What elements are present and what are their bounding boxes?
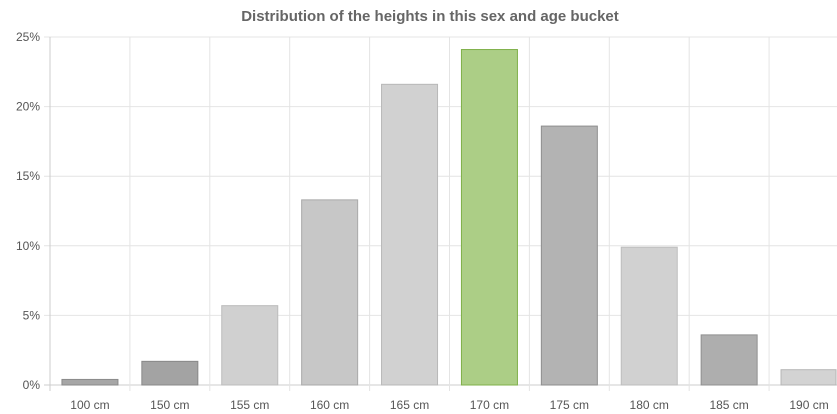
bar-150-cm[interactable] — [141, 360, 199, 386]
x-tick-label: 180 cm — [630, 398, 669, 412]
x-tick-label: 165 cm — [390, 398, 429, 412]
bar-170-cm[interactable] — [460, 49, 518, 386]
y-tick-label: 25% — [16, 30, 40, 44]
y-tick-label: 20% — [16, 100, 40, 114]
y-axis: 0% 5% 10% 15% 20% 25% — [16, 30, 40, 392]
bar-155-cm[interactable] — [221, 305, 279, 386]
bar-185-cm[interactable] — [700, 334, 758, 386]
bar-160-cm[interactable] — [301, 199, 359, 386]
chart-title: Distribution of the heights in this sex … — [241, 8, 619, 25]
x-tick-label: 190 cm — [789, 398, 828, 412]
bar-165-cm[interactable] — [381, 83, 439, 386]
y-tick-label: 5% — [23, 308, 41, 322]
x-tick-label: 175 cm — [550, 398, 589, 412]
bar-180-cm[interactable] — [620, 246, 678, 386]
grid-lines — [44, 36, 837, 391]
y-tick-label: 10% — [16, 239, 40, 253]
bars — [61, 49, 837, 386]
x-tick-label: 185 cm — [709, 398, 748, 412]
x-axis: 100 cm 150 cm 155 cm 160 cm 165 cm 170 cm 175 … — [70, 398, 828, 412]
x-tick-label: 155 cm — [230, 398, 269, 412]
bar-190-cm[interactable] — [780, 369, 837, 386]
y-tick-label: 0% — [23, 378, 41, 392]
x-tick-label: 160 cm — [310, 398, 349, 412]
x-tick-label: 170 cm — [470, 398, 509, 412]
x-tick-label: 150 cm — [150, 398, 189, 412]
bar-100-cm[interactable] — [61, 378, 119, 386]
y-tick-label: 15% — [16, 169, 40, 183]
bar-175-cm[interactable] — [540, 125, 598, 386]
x-tick-label: 100 cm — [70, 398, 109, 412]
